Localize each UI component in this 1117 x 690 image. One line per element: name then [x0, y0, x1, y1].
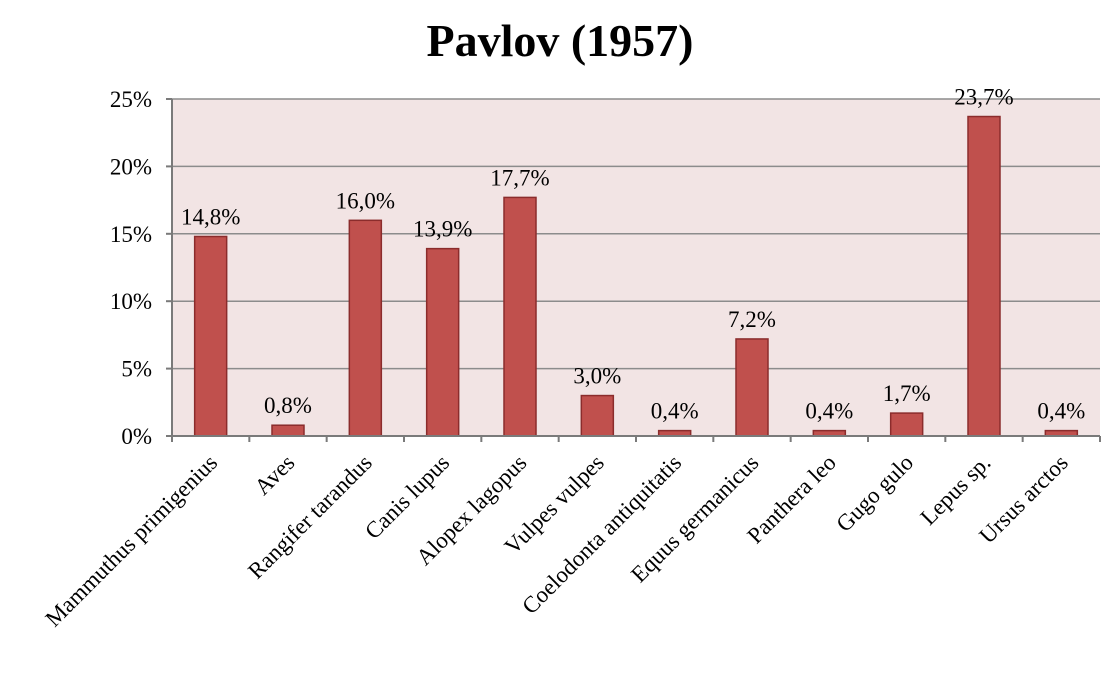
y-tick-label: 15% [110, 222, 152, 247]
data-label: 0,4% [1037, 399, 1085, 424]
data-label: 1,7% [883, 381, 931, 406]
bar [735, 338, 769, 437]
data-label: 0,4% [805, 399, 853, 424]
plot-area [172, 99, 1100, 436]
data-label: 16,0% [336, 188, 395, 213]
data-label: 7,2% [728, 307, 776, 332]
y-tick-label: 20% [110, 154, 152, 179]
data-label: 17,7% [490, 165, 549, 190]
chart-title: Pavlov (1957) [426, 15, 693, 66]
gridlines [166, 98, 1100, 437]
data-label: 3,0% [573, 364, 621, 389]
data-label: 14,8% [181, 204, 240, 229]
bar [967, 115, 1001, 437]
x-category-label: Mammuthus primigenius [41, 450, 223, 632]
x-category-label: Gugo gulo [831, 450, 918, 537]
bar [193, 235, 228, 437]
x-category-label: Aves [250, 450, 300, 500]
data-label: 0,4% [651, 399, 699, 424]
data-labels: 14,8% 0,8% 16,0% 13,9% 17,7% 3,0% 0,4% 7,2% 0,4%… [181, 85, 1085, 424]
y-tick-label: 10% [110, 289, 152, 314]
y-tick-label: 0% [121, 424, 152, 449]
bars [193, 115, 1079, 437]
bar [503, 196, 537, 437]
y-axis-tick-labels: 0% 5% 10% 15% 20% 25% [110, 87, 152, 449]
axes [171, 99, 1101, 442]
bar [889, 412, 924, 437]
y-tick-label: 5% [121, 357, 152, 382]
data-label: 23,7% [954, 85, 1013, 110]
bar [271, 424, 305, 437]
data-label: 0,8% [264, 393, 312, 418]
bar [348, 219, 383, 437]
bar [425, 247, 460, 437]
data-label: 13,9% [413, 217, 472, 242]
x-category-label: Lepus sp. [916, 450, 996, 530]
bar [580, 394, 615, 437]
y-tick-label: 25% [110, 87, 152, 112]
